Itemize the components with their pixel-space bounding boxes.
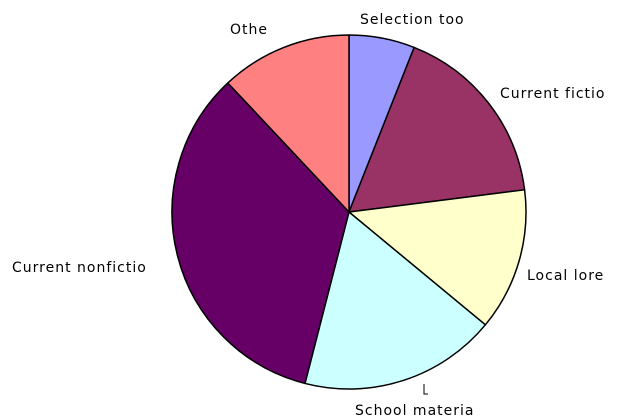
pie-slice [304,211,487,390]
pie-slice [348,46,526,213]
leader-line [423,384,428,395]
slice-label: Local lore [527,268,604,284]
slice-label: School materia [355,403,474,419]
pie [171,34,527,390]
slice-label: Othe [230,22,268,38]
labels: Selection too Current fictio Local lore Sch… [12,12,606,419]
pie-slice [171,82,350,385]
slice-label: Selection too [360,12,465,28]
pie-slice [348,189,527,326]
slice-label: Current nonfictio [12,260,147,276]
pie-slice [227,34,350,213]
slice-label: Current fictio [500,86,606,102]
